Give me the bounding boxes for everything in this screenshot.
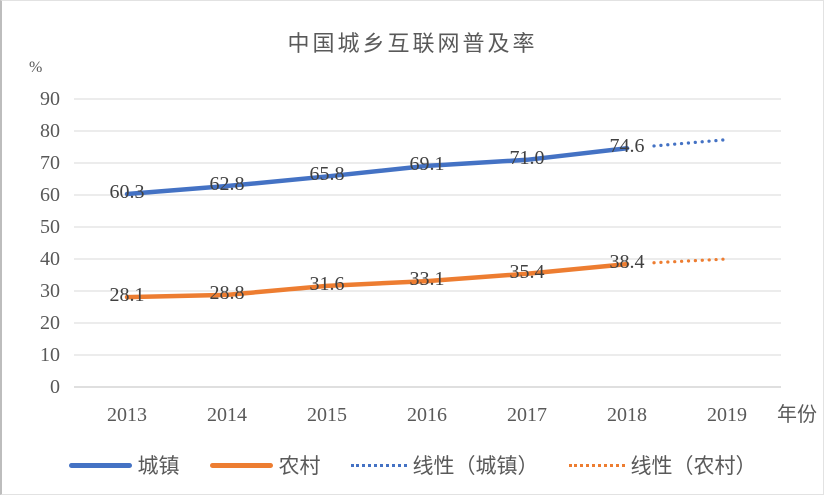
x-tick-label: 2015: [307, 404, 347, 426]
data-label-城镇: 62.8: [209, 173, 245, 196]
x-tick-label: 2019: [707, 404, 747, 426]
x-tick-label: 2017: [507, 404, 547, 426]
legend-item-rural: 农村: [209, 450, 321, 480]
legend-label-trend-urban: 线性（城镇）: [412, 454, 539, 478]
data-label-农村: 28.8: [209, 281, 245, 304]
legend-label-rural: 农村: [278, 454, 321, 478]
rural-line-swatch-icon: [209, 462, 273, 468]
rural-trendline-swatch-icon: [568, 463, 625, 467]
legend-label-trend-rural: 线性（农村）: [630, 454, 757, 478]
y-axis-unit-label: %: [29, 59, 43, 76]
chart-title: 中国城乡互联网普及率: [287, 31, 538, 56]
y-tick-label: 60: [40, 184, 60, 206]
trendline-线性（农村）: [652, 257, 729, 265]
y-tick-label: 80: [40, 120, 60, 142]
y-tick-label: 20: [40, 312, 60, 334]
legend-label-urban: 城镇: [137, 454, 180, 478]
x-tick-label: 2013: [107, 404, 147, 426]
y-tick-label: 70: [40, 152, 60, 174]
data-label-城镇: 74.6: [609, 135, 645, 158]
y-tick-label: 40: [40, 248, 60, 270]
data-label-农村: 28.1: [109, 284, 145, 307]
x-axis-title: 年份: [777, 404, 817, 426]
y-tick-label: 10: [40, 344, 60, 366]
legend-item-trend-rural: 线性（农村）: [568, 450, 757, 480]
data-label-农村: 33.1: [409, 268, 445, 291]
data-label-城镇: 65.8: [309, 163, 345, 186]
data-label-农村: 38.4: [609, 251, 645, 274]
urban-trendline-swatch-icon: [350, 463, 407, 467]
y-tick-label: 50: [40, 216, 60, 238]
urban-line-swatch-icon: [68, 462, 132, 468]
x-tick-label: 2018: [607, 404, 647, 426]
legend-item-urban: 城镇: [68, 450, 180, 480]
data-label-城镇: 69.1: [409, 152, 445, 175]
data-label-农村: 31.6: [309, 272, 345, 295]
data-label-农村: 35.4: [509, 260, 545, 283]
legend: 城镇 农村 线性（城镇） 线性（农村）: [2, 450, 823, 480]
x-tick-label: 2014: [207, 404, 247, 426]
y-tick-label: 0: [50, 376, 60, 398]
trendline-线性（城镇）: [652, 138, 729, 148]
y-tick-label: 30: [40, 280, 60, 302]
data-label-城镇: 60.3: [109, 181, 145, 204]
y-tick-label: 90: [40, 88, 60, 110]
x-tick-label: 2016: [407, 404, 447, 426]
legend-item-trend-urban: 线性（城镇）: [350, 450, 539, 480]
data-label-城镇: 71.0: [509, 146, 545, 169]
